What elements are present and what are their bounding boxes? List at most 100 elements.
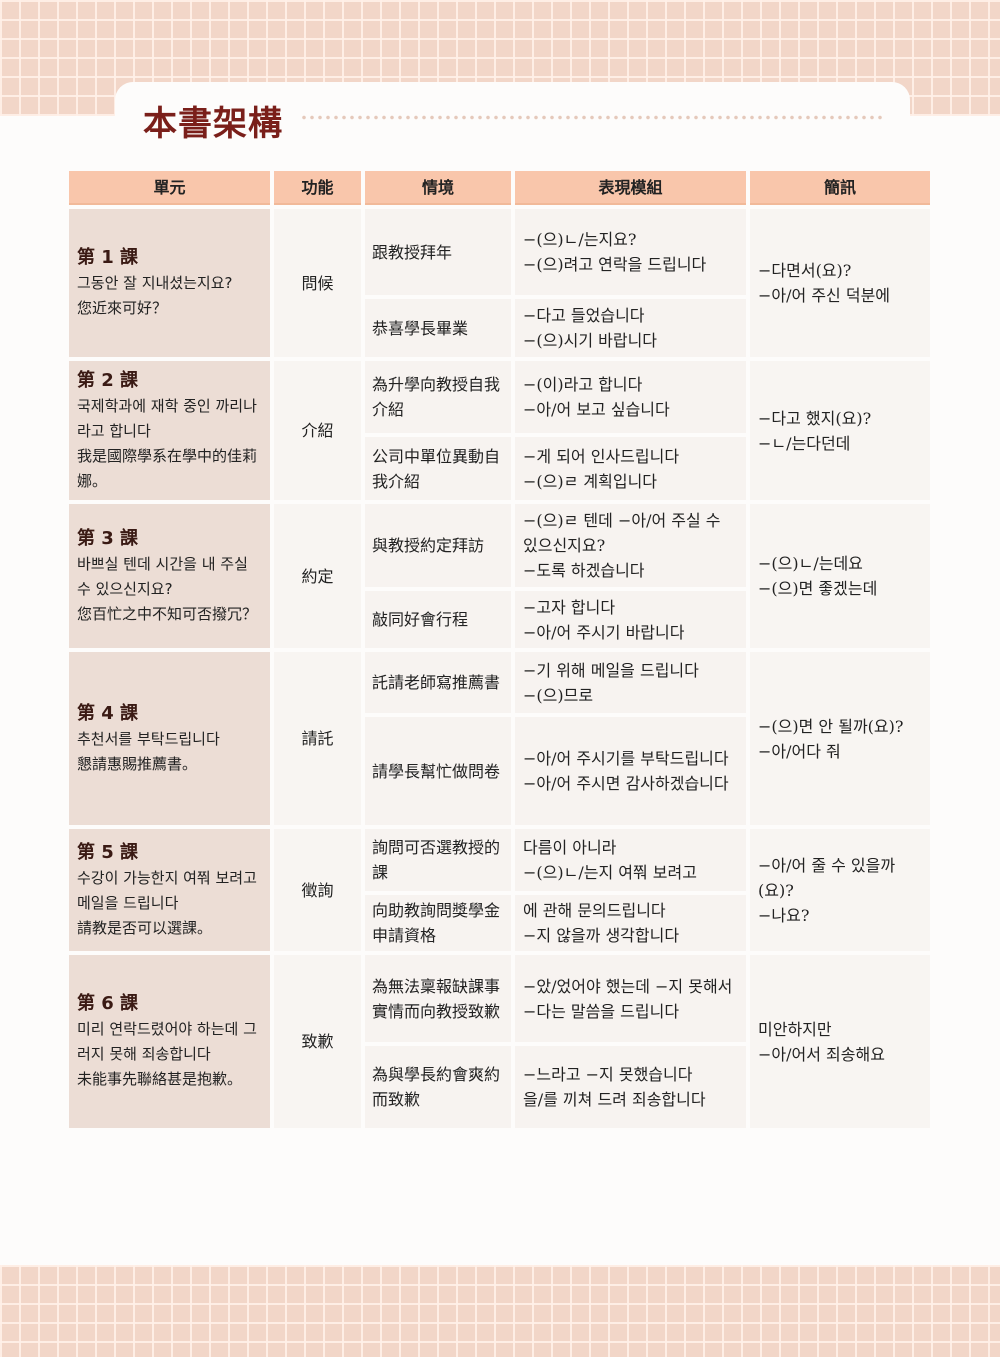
situation-cell: 為升學向教授自我介紹 (365, 361, 511, 433)
note-line: −다고 했지(요)? (758, 408, 872, 428)
header-situation: 情境 (365, 171, 511, 205)
expressions-cell: −기 위해 메일을 드립니다 −(으)므로 (515, 652, 746, 713)
lesson-chinese-title: 懇請惠賜推薦書。 (77, 754, 198, 773)
title-panel (115, 82, 910, 142)
expressions-cell: −고자 합니다 −아/어 주시기 바랍니다 (515, 591, 746, 648)
lesson-korean-title: 추천서를 부탁드립니다 (77, 729, 220, 748)
lesson-number: 第 2 課 (77, 369, 139, 391)
lesson-korean-title: 그동안 잘 지내셨는지요? (77, 274, 233, 292)
expression-line: −아/어 주시기를 부탁드립니다 (523, 749, 729, 768)
grid-pattern-bottom (0, 1265, 1000, 1357)
lesson-number: 第 5 課 (77, 841, 139, 863)
unit-cell: 第 5 課 수강이 가능한지 여쭤 보려고 메일을 드립니다 請教是否可以選課。 (69, 829, 270, 951)
notes-cell: −아/어 줄 수 있을까(요)? −나요? (750, 829, 930, 951)
expression-line: −(으)시기 바랍니다 (523, 331, 658, 350)
note-line: −아/어다 줘 (758, 741, 841, 761)
header-function: 功能 (274, 171, 361, 205)
expression-line: −았/었어야 했는데 −지 못해서 (523, 976, 733, 996)
expression-line: −다는 말씀을 드립니다 (523, 1001, 680, 1021)
unit-cell: 第 3 課 바쁘실 텐데 시간을 내 주실 수 있으신지요? 您百忙之中不知可否撥冗… (69, 504, 270, 648)
note-line: −(으)ㄴ/는데요 (758, 554, 863, 573)
expression-line: −(으)려고 연락을 드립니다 (523, 255, 707, 274)
dotted-divider (300, 115, 885, 120)
table-row: 第 6 課 미리 연락드렸어야 하는데 그러지 못해 죄송합니다 未能事先聯絡甚是抱… (69, 955, 930, 1128)
table-row: 第 3 課 바쁘실 텐데 시간을 내 주실 수 있으신지요? 您百忙之中不知可否撥冗… (69, 504, 930, 648)
note-line: −(으)면 안 될까(요)? (758, 716, 904, 736)
expression-line: 다름이 아니라 (523, 838, 617, 857)
expression-line: −고자 합니다 (523, 597, 616, 617)
lesson-chinese-title: 您百忙之中不知可否撥冗？ (77, 604, 258, 623)
expressions-cell: −(이)라고 합니다 −아/어 보고 싶습니다 (515, 361, 746, 433)
situation-cell: 向助教詢問獎學金申請資格 (365, 895, 511, 951)
expressions-cell: −(으)ㄴ/는지요? −(으)려고 연락을 드립니다 (515, 209, 746, 295)
structure-table: 單元 功能 情境 表現模組 簡訊 第 1 課 그동안 잘 지내셨는지요? 您近來可好… (69, 171, 930, 1132)
expression-line: −아/어 주시면 감사하겠습니다 (523, 774, 729, 793)
expression-line: −(으)ㄹ 텐데 −아/어 주실 수 있으신지요? (523, 511, 721, 555)
expression-line: −아/어 주시기 바랍니다 (523, 622, 685, 642)
function-cell: 致歉 (274, 955, 361, 1128)
expressions-cell: −게 되어 인사드립니다 −(으)ㄹ 계획입니다 (515, 437, 746, 500)
expressions-cell: −느라고 −지 못했습니다 을/를 끼쳐 드려 죄송합니다 (515, 1046, 746, 1128)
header-unit: 單元 (69, 171, 270, 205)
note-line: −ㄴ/는다던데 (758, 433, 851, 453)
situation-cell: 跟教授拜年 (365, 209, 511, 295)
expression-line: −(이)라고 합니다 (523, 375, 643, 394)
expression-line: −느라고 −지 못했습니다 (523, 1065, 693, 1084)
lesson-number: 第 4 課 (77, 702, 139, 724)
lesson-korean-title: 바쁘실 텐데 시간을 내 주실 수 있으신지요? (77, 554, 248, 598)
expression-line: −도록 하겠습니다 (523, 561, 645, 580)
lesson-number: 第 1 課 (77, 247, 139, 268)
lesson-chinese-title: 我是國際學系在學中的佳莉娜。 (77, 446, 258, 490)
function-cell: 介紹 (274, 361, 361, 500)
table-row: 第 2 課 국제학과에 재학 중인 까리나라고 합니다 我是國際學系在學中的佳莉娜。… (69, 361, 930, 500)
lesson-korean-title: 수강이 가능한지 여쭤 보려고 메일을 드립니다 (77, 868, 257, 912)
lesson-chinese-title: 請教是否可以選課。 (77, 918, 213, 937)
note-line: −나요? (758, 905, 810, 925)
situation-cell: 恭喜學長畢業 (365, 299, 511, 357)
function-cell: 約定 (274, 504, 361, 648)
note-line: −아/어서 죄송해요 (758, 1044, 885, 1064)
notes-cell: −(으)ㄴ/는데요 −(으)면 좋겠는데 (750, 504, 930, 648)
lesson-chinese-title: 您近來可好？ (77, 299, 168, 317)
unit-cell: 第 2 課 국제학과에 재학 중인 까리나라고 합니다 我是國際學系在學中的佳莉娜。 (69, 361, 270, 500)
expression-line: −(으)ㄴ/는지 여쭤 보려고 (523, 863, 697, 882)
notes-cell: −(으)면 안 될까(요)? −아/어다 줘 (750, 652, 930, 825)
lesson-korean-title: 미리 연락드렸어야 하는데 그러지 못해 죄송합니다 (77, 1020, 257, 1063)
unit-cell: 第 1 課 그동안 잘 지내셨는지요? 您近來可好？ (69, 209, 270, 357)
expression-line: −지 않을까 생각합니다 (523, 926, 680, 945)
situation-cell: 託請老師寫推薦書 (365, 652, 511, 713)
note-line: −다면서(요)? (758, 261, 852, 280)
lesson-number: 第 3 課 (77, 527, 139, 549)
expressions-cell: −았/었어야 했는데 −지 못해서 −다는 말씀을 드립니다 (515, 955, 746, 1042)
lesson-number: 第 6 課 (77, 993, 139, 1014)
notes-cell: 미안하지만 −아/어서 죄송해요 (750, 955, 930, 1128)
note-line: −(으)면 좋겠는데 (758, 579, 878, 598)
situation-cell: 敲同好會行程 (365, 591, 511, 648)
table-header: 單元 功能 情境 表現模組 簡訊 (69, 171, 930, 205)
function-cell: 問候 (274, 209, 361, 357)
expressions-cell: −다고 들었습니다 −(으)시기 바랍니다 (515, 299, 746, 357)
situation-cell: 為與學長約會爽約而致歉 (365, 1046, 511, 1128)
table-row: 第 5 課 수강이 가능한지 여쭤 보려고 메일을 드립니다 請教是否可以選課。 徵詢… (69, 829, 930, 951)
table-row: 第 1 課 그동안 잘 지내셨는지요? 您近來可好？ 問候 跟教授拜年 −(으)ㄴ/는지요… (69, 209, 930, 357)
unit-cell: 第 4 課 추천서를 부탁드립니다 懇請惠賜推薦書。 (69, 652, 270, 825)
lesson-chinese-title: 未能事先聯絡甚是抱歉。 (77, 1070, 243, 1088)
function-cell: 徵詢 (274, 829, 361, 951)
expression-line: −다고 들었습니다 (523, 306, 645, 325)
situation-cell: 為無法稟報缺課事實情而向教授致歉 (365, 955, 511, 1042)
header-notes: 簡訊 (750, 171, 930, 205)
situation-cell: 詢問可否選教授的課 (365, 829, 511, 891)
expressions-cell: 다름이 아니라 −(으)ㄴ/는지 여쭤 보려고 (515, 829, 746, 891)
situation-cell: 與教授約定拜訪 (365, 504, 511, 587)
page-title: 本書架構 (143, 104, 283, 144)
expressions-cell: −(으)ㄹ 텐데 −아/어 주실 수 있으신지요? −도록 하겠습니다 (515, 504, 746, 587)
expression-line: −(으)ㄴ/는지요? (523, 230, 637, 249)
expressions-cell: 에 관해 문의드립니다 −지 않을까 생각합니다 (515, 895, 746, 951)
lesson-korean-title: 국제학과에 재학 중인 까리나라고 합니다 (77, 396, 257, 440)
note-line: 미안하지만 (758, 1019, 832, 1039)
note-line: −아/어 줄 수 있을까(요)? (758, 855, 896, 900)
expression-line: −(으)ㄹ 계획입니다 (523, 471, 658, 491)
situation-cell: 請學長幫忙做問卷 (365, 717, 511, 825)
expression-line: −(으)므로 (523, 685, 594, 705)
table-row: 第 4 課 추천서를 부탁드립니다 懇請惠賜推薦書。 請託 託請老師寫推薦書 −기 위해 … (69, 652, 930, 825)
